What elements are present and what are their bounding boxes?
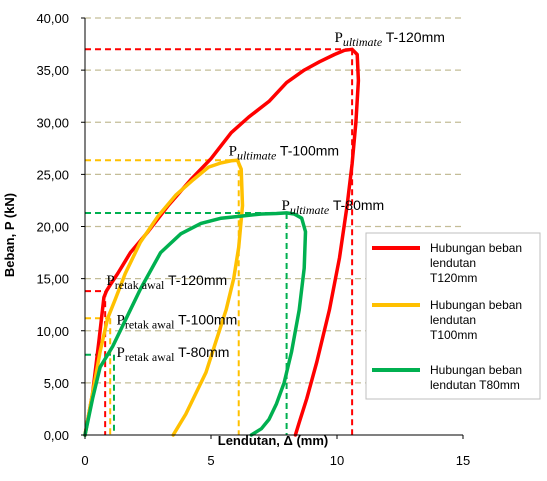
annotation-ult80: Pultimate T-80mm xyxy=(282,197,385,217)
annotation-label: T-80mm xyxy=(174,344,229,360)
annotation-p: P xyxy=(229,144,237,160)
y-tick-label: 15,00 xyxy=(36,272,69,287)
legend-label: lendutan xyxy=(430,313,476,327)
legend-label: Hubungan beban xyxy=(430,363,522,377)
y-tick-labels: 0,00 5,00 10,00 15,00 20,00 25,00 30,00 35,00 40… xyxy=(36,11,85,443)
x-tick-label: 10 xyxy=(330,453,344,468)
y-tick-label: 30,00 xyxy=(36,115,69,130)
annotation-subscript: ultimate xyxy=(290,203,330,217)
annotation-p: P xyxy=(117,312,125,328)
legend-label: T100mm xyxy=(430,328,477,342)
annotation-ret120: Pretak awal T-120mm xyxy=(106,272,227,292)
annotation-label: T-120mm xyxy=(164,272,227,288)
x-tick-labels: 0 5 10 15 xyxy=(81,435,470,468)
series-line-0 xyxy=(83,47,361,437)
y-tick-label: 25,00 xyxy=(36,167,69,182)
legend-label: lendutan xyxy=(430,256,476,270)
x-tick-label: 5 xyxy=(207,453,214,468)
annotation-p: P xyxy=(334,30,342,46)
annotation-subscript: ultimate xyxy=(343,35,383,49)
series-line-2 xyxy=(83,211,308,437)
y-tick-label: 5,00 xyxy=(44,376,69,391)
x-tick-label: 0 xyxy=(81,453,88,468)
series-line-1 xyxy=(83,158,245,437)
annotation-ult100: Pultimate T-100mm xyxy=(229,143,339,163)
legend-label: T120mm xyxy=(430,271,477,285)
y-tick-label: 40,00 xyxy=(36,11,69,26)
annotation-subscript: retak awal xyxy=(125,350,175,364)
annotation-label: T-80mm xyxy=(329,197,384,213)
annotation-label: T-120mm xyxy=(382,29,445,45)
annotation-subscript: retak awal xyxy=(125,317,175,331)
y-axis-title: Beban, P (kN) xyxy=(2,193,17,277)
x-axis-title: Lendutan, Δ (mm) xyxy=(218,433,328,448)
annotation-p: P xyxy=(106,273,114,289)
annotation-subscript: retak awal xyxy=(115,278,165,292)
annotation-subscript: ultimate xyxy=(237,149,277,163)
annotation-p: P xyxy=(117,345,125,361)
annotation-label: T-100mm xyxy=(276,143,339,159)
annotation-label: T-100mm xyxy=(174,311,237,327)
annotation-ret100: Pretak awal T-100mm xyxy=(117,311,238,331)
y-tick-label: 35,00 xyxy=(36,63,69,78)
annotation-ret80: Pretak awal T-80mm xyxy=(117,344,230,364)
y-tick-label: 10,00 xyxy=(36,324,69,339)
y-tick-label: 20,00 xyxy=(36,220,69,235)
legend-label: Hubungan beban xyxy=(430,298,522,312)
legend-label: lendutan T80mm xyxy=(430,378,520,392)
legend-label: Hubungan beban xyxy=(430,241,522,255)
annotation-ult120: Pultimate T-120mm xyxy=(334,29,444,49)
series-lines xyxy=(83,47,361,437)
y-tick-label: 0,00 xyxy=(44,428,69,443)
x-tick-label: 15 xyxy=(456,453,470,468)
annotation-p: P xyxy=(282,198,290,214)
